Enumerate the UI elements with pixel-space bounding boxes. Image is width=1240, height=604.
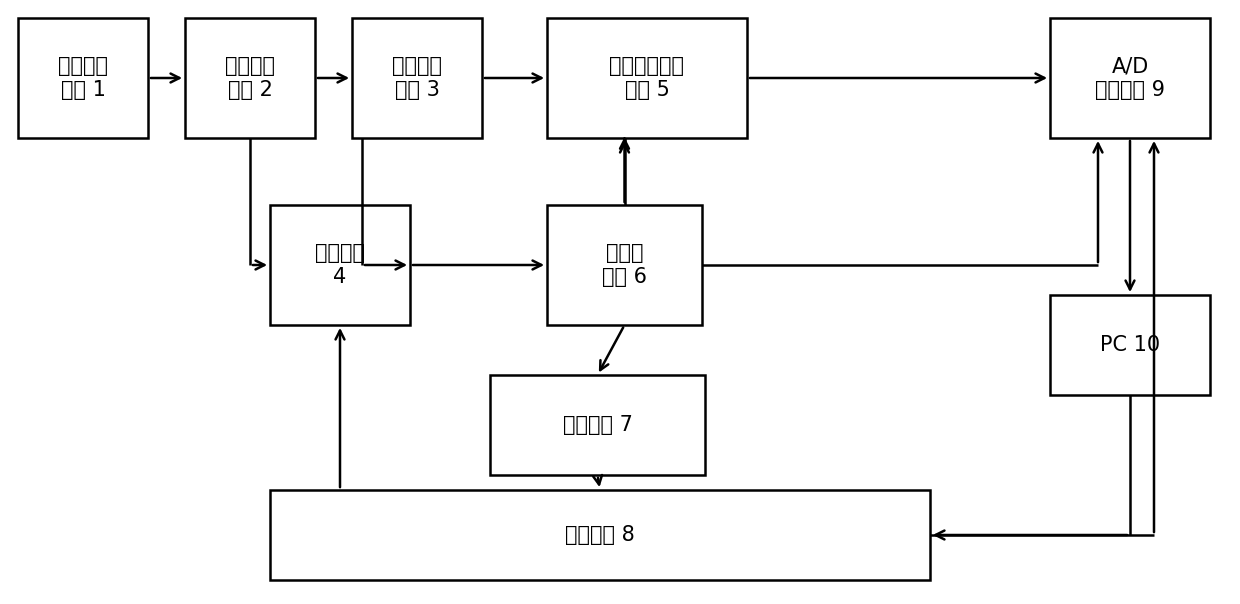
Text: 前置放大
电路 1: 前置放大 电路 1 [58, 56, 108, 100]
Text: 高速程控放大
电路 5: 高速程控放大 电路 5 [610, 56, 684, 100]
Bar [270, 490, 930, 580]
Bar [547, 205, 702, 325]
Text: 比较电路 7: 比较电路 7 [563, 415, 632, 435]
Text: 主控电路 8: 主控电路 8 [565, 525, 635, 545]
Bar [547, 18, 746, 138]
Text: PC 10: PC 10 [1100, 335, 1161, 355]
Bar [352, 18, 482, 138]
Text: 窄带滤波
电路 2: 窄带滤波 电路 2 [224, 56, 275, 100]
Bar [270, 205, 410, 325]
Text: 二级放大
电路 3: 二级放大 电路 3 [392, 56, 441, 100]
Bar [490, 375, 706, 475]
Text: 取包络
电路 6: 取包络 电路 6 [601, 243, 647, 287]
Bar [1050, 18, 1210, 138]
Text: 模拟开关
4: 模拟开关 4 [315, 243, 365, 287]
Text: A/D
转换电路 9: A/D 转换电路 9 [1095, 56, 1166, 100]
Bar [1050, 295, 1210, 395]
Bar [185, 18, 315, 138]
Bar [19, 18, 148, 138]
